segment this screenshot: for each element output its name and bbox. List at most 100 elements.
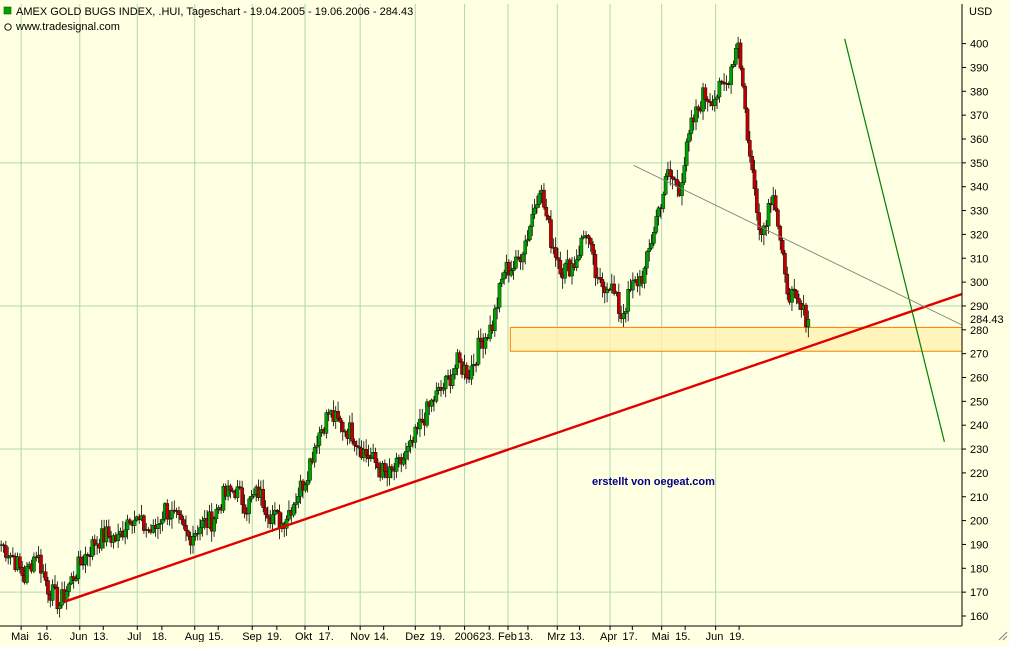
x-tick-label: 17. xyxy=(318,631,333,642)
candle-body xyxy=(750,156,754,171)
candle-body xyxy=(488,324,492,339)
candle-body xyxy=(528,226,532,240)
candle-body xyxy=(474,364,478,366)
candle-body xyxy=(579,237,584,256)
candle-body xyxy=(275,509,280,513)
candle-body xyxy=(128,519,132,523)
x-tick-label: 13. xyxy=(570,631,585,642)
y-tick-label: 280 xyxy=(970,325,988,337)
candle-body xyxy=(694,106,698,123)
candle-body xyxy=(106,526,111,537)
candle-body xyxy=(90,539,95,557)
support-zone-rect xyxy=(509,326,963,352)
candle-body xyxy=(160,518,165,524)
candle-body xyxy=(55,587,60,610)
y-tick-label: 190 xyxy=(970,539,988,551)
candle-body xyxy=(67,583,71,592)
candle-body xyxy=(191,536,195,546)
candle-body xyxy=(670,176,675,180)
axes: 1601701801902002102202302402502602702802… xyxy=(0,4,1008,643)
candle-body xyxy=(284,518,289,529)
y-tick-label: 310 xyxy=(970,253,988,265)
candle-body xyxy=(413,426,418,443)
candle-body xyxy=(317,432,322,446)
x-tick-label: 14. xyxy=(374,631,389,642)
candle-body xyxy=(184,525,188,532)
candle-body xyxy=(336,410,340,419)
candle-body xyxy=(621,313,626,319)
candle-body xyxy=(500,278,504,284)
y-tick-label: 300 xyxy=(970,277,988,289)
candle-body xyxy=(81,564,85,566)
candle-body xyxy=(773,195,778,211)
y-tick-label: 290 xyxy=(970,301,988,313)
candle-body xyxy=(553,247,558,258)
candle-body xyxy=(689,117,694,134)
candle-body xyxy=(656,207,661,217)
candle-body xyxy=(420,418,425,422)
candle-body xyxy=(748,140,752,157)
x-tick-label: Nov xyxy=(350,631,370,642)
candle-body xyxy=(142,515,146,531)
series-marker-icon xyxy=(3,6,12,15)
candle-body xyxy=(39,554,43,574)
candle-body xyxy=(717,80,722,98)
y-tick-label: 210 xyxy=(970,492,988,504)
candle-body xyxy=(78,556,83,565)
candle-body xyxy=(43,571,48,581)
candle-body xyxy=(532,207,537,215)
x-tick-label: 23. xyxy=(479,631,494,642)
candle-body xyxy=(762,225,766,235)
candle-body xyxy=(612,283,616,294)
y-tick-label: 390 xyxy=(970,62,988,74)
x-tick-label: Okt xyxy=(295,631,312,642)
candle-body xyxy=(785,273,790,295)
y-tick-label: 170 xyxy=(970,587,988,599)
candle-body xyxy=(715,96,719,100)
candle-body xyxy=(776,209,780,227)
y-tick-label: 180 xyxy=(970,563,988,575)
candle-body xyxy=(778,226,783,241)
candle-body xyxy=(354,445,359,447)
candle-body xyxy=(478,337,483,342)
candle-body xyxy=(340,422,345,432)
y-tick-label: 250 xyxy=(970,396,988,408)
candle-body xyxy=(434,390,439,402)
candle-body xyxy=(731,64,736,68)
candle-body xyxy=(483,337,488,349)
candle-body xyxy=(502,272,506,280)
candle-body xyxy=(764,225,769,227)
candle-body xyxy=(214,509,219,520)
candle-body xyxy=(729,66,733,85)
candle-body xyxy=(266,514,270,519)
candle-body xyxy=(558,259,563,275)
candle-body xyxy=(806,319,811,328)
x-tick-label: Aug xyxy=(185,631,205,642)
y-tick-label: 350 xyxy=(970,158,988,170)
y-tick-label: 220 xyxy=(970,468,988,480)
candle-body xyxy=(418,418,422,430)
x-tick-label: 18. xyxy=(152,631,167,642)
candle-body xyxy=(179,514,184,520)
candle-body xyxy=(263,507,268,515)
y-tick-label: 270 xyxy=(970,349,988,361)
candle-body xyxy=(581,236,586,239)
y-tick-label: 260 xyxy=(970,373,988,385)
candle-body xyxy=(294,502,298,505)
x-tick-label: 13. xyxy=(93,631,108,642)
x-tick-label: Sep xyxy=(242,631,262,642)
candle-body xyxy=(687,133,691,143)
candle-body xyxy=(390,466,394,470)
candle-body xyxy=(387,466,392,478)
support-zone xyxy=(509,326,963,352)
y-tick-label: 230 xyxy=(970,444,988,456)
candle-body xyxy=(132,519,137,526)
candle-body xyxy=(537,193,542,205)
candle-body xyxy=(369,457,373,460)
x-tick-label: Mai xyxy=(652,631,670,642)
y-tick-label: 340 xyxy=(970,182,988,194)
candle-body xyxy=(303,484,308,491)
candle-body xyxy=(743,85,747,110)
x-tick-label: 19. xyxy=(430,631,445,642)
